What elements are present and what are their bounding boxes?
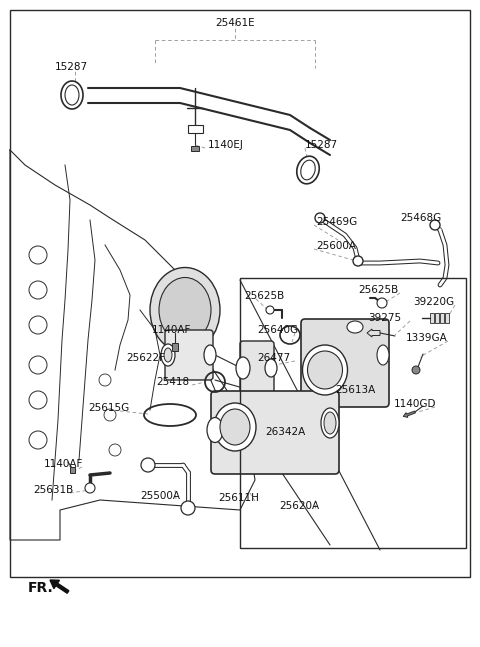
Bar xyxy=(191,146,199,151)
FancyArrow shape xyxy=(403,411,415,417)
Ellipse shape xyxy=(301,160,315,180)
Text: 26477: 26477 xyxy=(257,353,290,363)
Text: 39275: 39275 xyxy=(368,313,401,323)
Circle shape xyxy=(104,409,116,421)
Text: 25615G: 25615G xyxy=(88,403,129,413)
Bar xyxy=(10,10,470,577)
Ellipse shape xyxy=(150,267,220,353)
Ellipse shape xyxy=(214,403,256,451)
Bar xyxy=(70,467,75,473)
Ellipse shape xyxy=(161,344,175,366)
Circle shape xyxy=(377,298,387,308)
Circle shape xyxy=(412,366,420,374)
Ellipse shape xyxy=(377,345,389,365)
FancyBboxPatch shape xyxy=(301,319,389,407)
Text: 25611H: 25611H xyxy=(218,493,259,503)
Circle shape xyxy=(29,246,47,264)
Circle shape xyxy=(181,501,195,515)
Ellipse shape xyxy=(347,321,363,333)
Text: 25613A: 25613A xyxy=(335,385,375,395)
Text: 1140AF: 1140AF xyxy=(152,325,192,335)
Text: 15287: 15287 xyxy=(55,62,88,72)
Circle shape xyxy=(29,316,47,334)
Ellipse shape xyxy=(324,412,336,434)
Ellipse shape xyxy=(61,81,83,109)
Ellipse shape xyxy=(265,359,277,377)
Bar xyxy=(172,343,178,351)
Text: FR.: FR. xyxy=(28,581,54,595)
Text: 1140AF: 1140AF xyxy=(44,459,84,469)
Text: 25631B: 25631B xyxy=(33,485,73,495)
Ellipse shape xyxy=(302,345,348,395)
Ellipse shape xyxy=(220,409,250,445)
Bar xyxy=(445,313,449,323)
Bar xyxy=(430,313,434,323)
Bar xyxy=(440,313,444,323)
Circle shape xyxy=(109,444,121,456)
Text: 25461E: 25461E xyxy=(215,18,255,28)
Bar xyxy=(435,313,439,323)
Text: 25468G: 25468G xyxy=(400,213,441,223)
Circle shape xyxy=(266,306,274,314)
Ellipse shape xyxy=(297,156,319,184)
Ellipse shape xyxy=(65,85,79,105)
Circle shape xyxy=(29,431,47,449)
Ellipse shape xyxy=(159,278,211,342)
Circle shape xyxy=(430,220,440,230)
Circle shape xyxy=(29,356,47,374)
Ellipse shape xyxy=(308,351,343,389)
Text: 25620A: 25620A xyxy=(279,501,319,511)
Text: 25600A: 25600A xyxy=(316,241,356,251)
Bar xyxy=(188,125,203,133)
Text: 39220G: 39220G xyxy=(413,297,454,307)
Text: 25418: 25418 xyxy=(156,377,189,387)
Ellipse shape xyxy=(321,408,339,438)
FancyBboxPatch shape xyxy=(211,391,339,474)
Text: 1140EJ: 1140EJ xyxy=(208,140,244,150)
Text: 25625B: 25625B xyxy=(358,285,398,295)
Text: 1140GD: 1140GD xyxy=(394,399,436,409)
Circle shape xyxy=(29,281,47,299)
Ellipse shape xyxy=(204,345,216,365)
Text: 26342A: 26342A xyxy=(265,427,305,437)
Text: 15287: 15287 xyxy=(305,140,338,150)
Text: 25625B: 25625B xyxy=(244,291,284,301)
Ellipse shape xyxy=(207,417,223,443)
Text: 25500A: 25500A xyxy=(140,491,180,501)
Circle shape xyxy=(315,213,325,223)
Text: 25640G: 25640G xyxy=(257,325,298,335)
Circle shape xyxy=(141,458,155,472)
FancyArrow shape xyxy=(50,580,69,593)
Ellipse shape xyxy=(236,357,250,379)
Circle shape xyxy=(99,374,111,386)
Circle shape xyxy=(353,256,363,266)
FancyBboxPatch shape xyxy=(165,330,213,380)
FancyArrow shape xyxy=(367,329,380,337)
Circle shape xyxy=(29,391,47,409)
FancyBboxPatch shape xyxy=(240,341,274,395)
Text: 1339GA: 1339GA xyxy=(406,333,448,343)
Ellipse shape xyxy=(164,348,172,362)
Text: 25469G: 25469G xyxy=(316,217,357,227)
Bar xyxy=(240,278,466,548)
Circle shape xyxy=(85,483,95,493)
Text: 25622F: 25622F xyxy=(126,353,165,363)
